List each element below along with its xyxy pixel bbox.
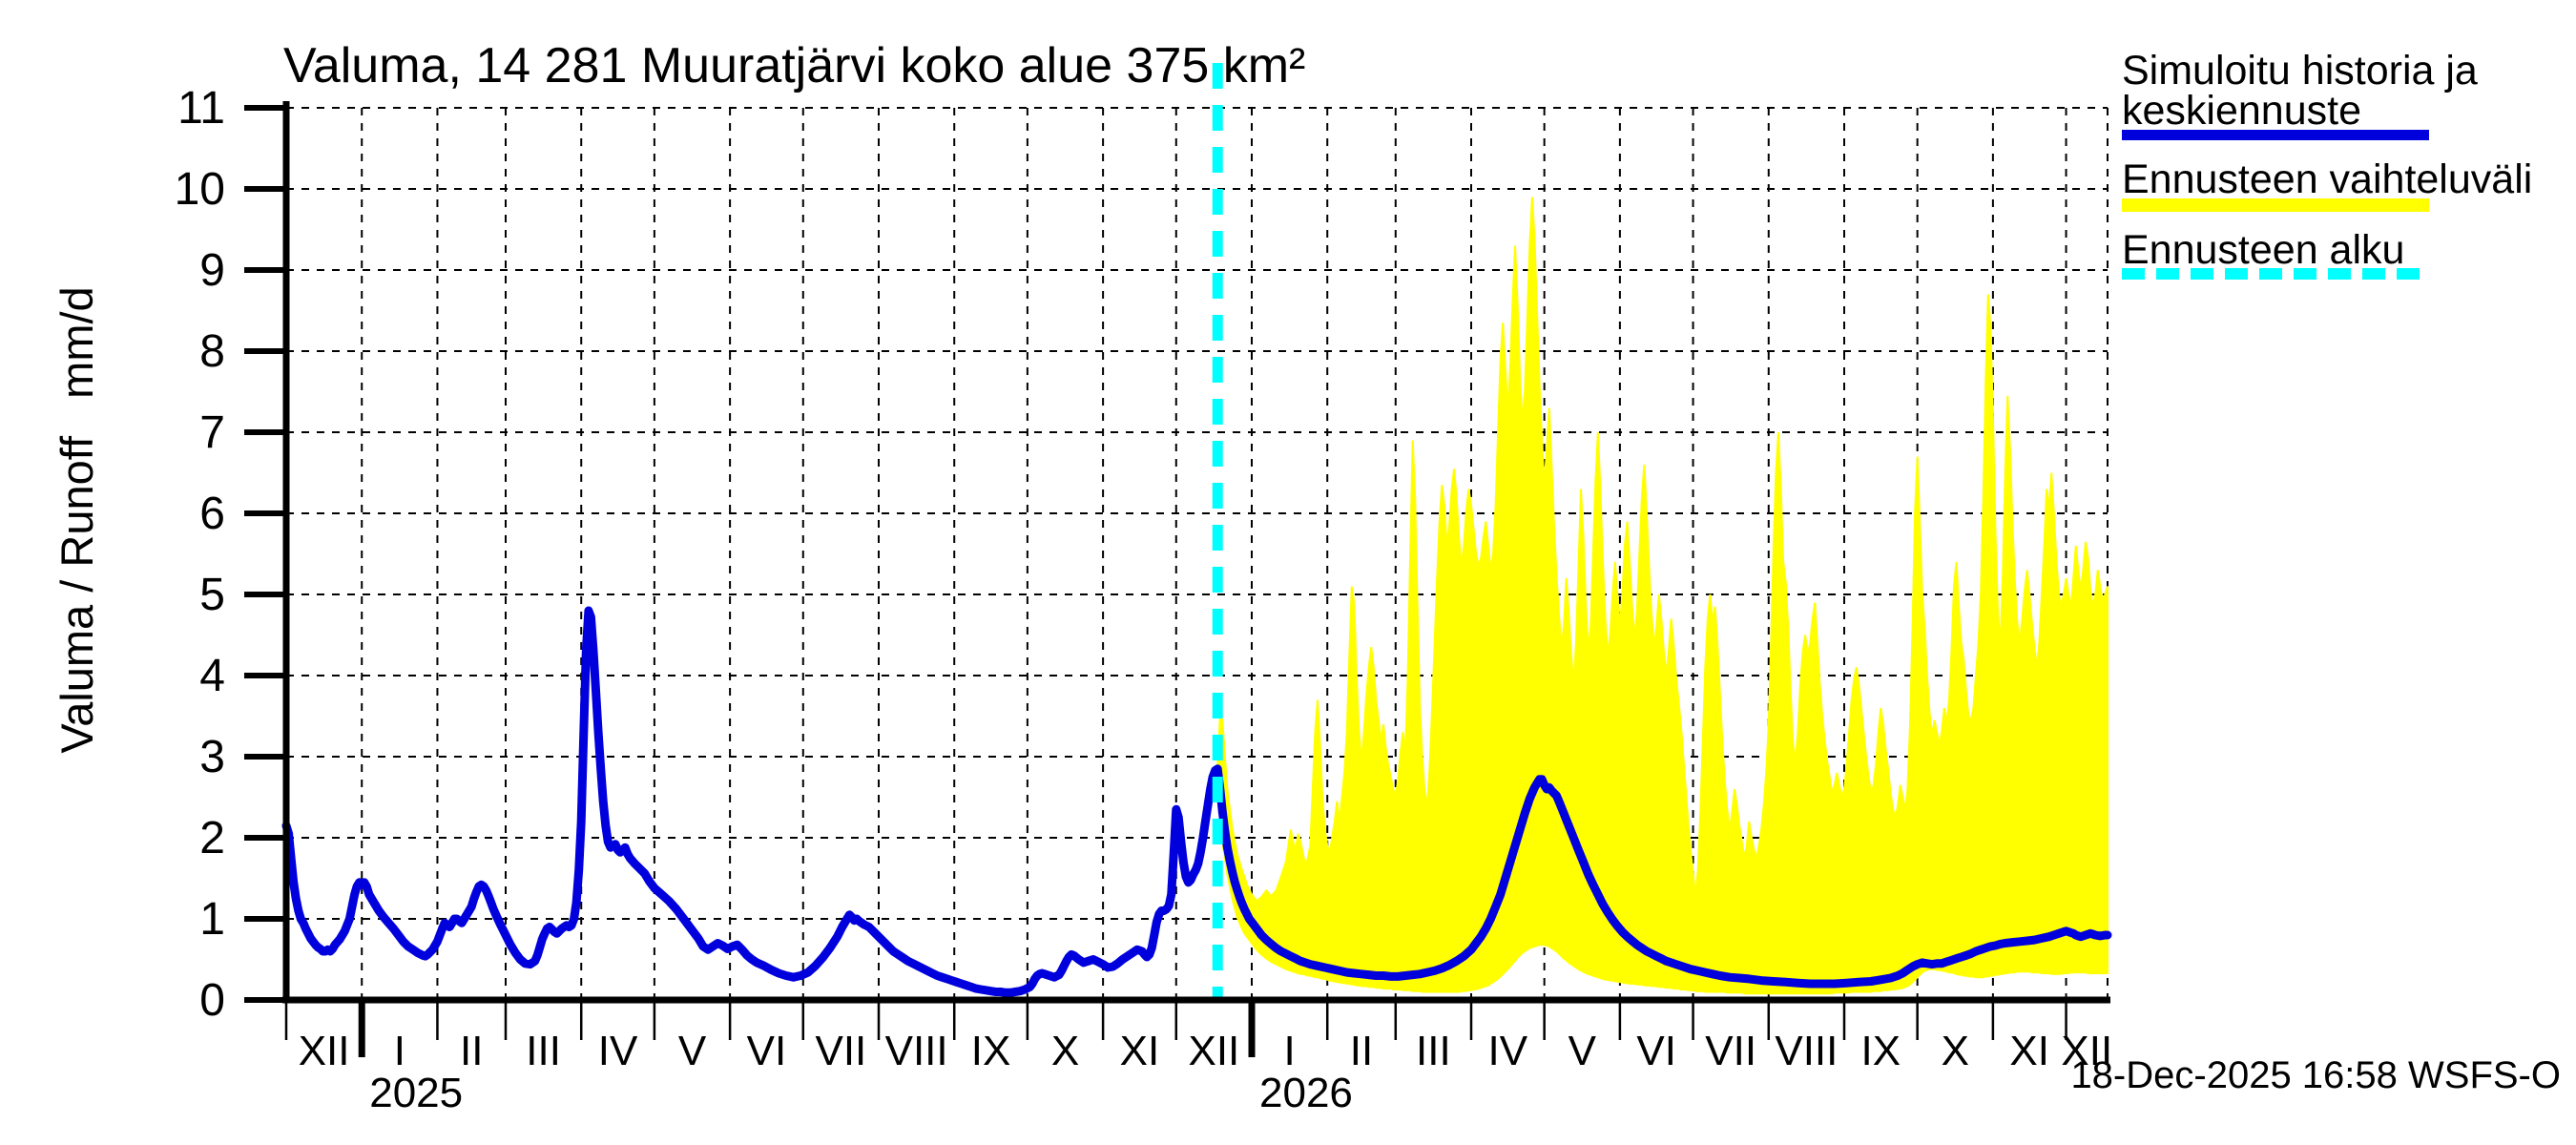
x-month-label: IV: [1488, 1028, 1528, 1074]
legend: Simuloitu historia ja keskiennuste Ennus…: [2122, 48, 2532, 280]
x-month-label: II: [460, 1028, 483, 1074]
history-and-mean-forecast-line: [281, 606, 2112, 997]
y-tick-label: 0: [199, 975, 225, 1026]
y-tick-label: 7: [199, 407, 225, 458]
x-month-label: VIII: [885, 1028, 948, 1074]
y-tick-label: 4: [199, 651, 225, 701]
x-month-label: X: [1051, 1028, 1079, 1074]
y-tick-label: 11: [177, 83, 225, 134]
y-tick-label: 8: [199, 326, 225, 377]
x-month-label: V: [1568, 1028, 1597, 1074]
legend-label-forecast-range: Ennusteen vaihteluväli: [2122, 156, 2532, 202]
legend-label-forecast-start: Ennusteen alku: [2122, 227, 2404, 273]
legend-label-history-line1: Simuloitu historia ja: [2122, 48, 2478, 94]
y-tick-label: 5: [199, 570, 225, 620]
x-month-label: IX: [1861, 1028, 1901, 1074]
x-tick-labels: XII I II III IV V VI VII VIII IX X XI XII I II III IV V VI…: [299, 1028, 2112, 1116]
y-tick-label: 1: [199, 894, 225, 945]
y-tick-label: 10: [175, 164, 225, 215]
x-month-label: I: [394, 1028, 405, 1074]
x-month-label: II: [1350, 1028, 1373, 1074]
forecast-range-area: [1216, 197, 2109, 995]
y-tick-labels: 0 1 2 3 4 5 6 7 8 9 10 11: [175, 83, 225, 1026]
x-month-label: IX: [971, 1028, 1011, 1074]
legend-label-history-line2: keskiennuste: [2122, 88, 2361, 134]
x-month-label: XI: [2009, 1028, 2049, 1074]
legend-swatch-forecast-range: [2122, 198, 2429, 212]
x-month-label: IV: [598, 1028, 638, 1074]
x-year-label: 2025: [369, 1070, 463, 1116]
x-month-label: VI: [747, 1028, 787, 1074]
y-axis-label: Valuma / Runoff mm/d: [52, 286, 102, 753]
x-month-label: VII: [1705, 1028, 1756, 1074]
timestamp: 18-Dec-2025 16:58 WSFS-O: [2070, 1054, 2561, 1096]
x-month-label: VI: [1636, 1028, 1676, 1074]
x-month-label: VIII: [1775, 1028, 1838, 1074]
chart-title: Valuma, 14 281 Muuratjärvi koko alue 375…: [283, 38, 1305, 94]
x-month-label: XI: [1120, 1028, 1160, 1074]
legend-swatch-history-line: [2122, 130, 2429, 140]
x-month-label: XII: [2061, 1028, 2112, 1074]
y-tick-label: 2: [199, 813, 225, 864]
x-month-label: X: [1942, 1028, 1969, 1074]
x-month-label: III: [1416, 1028, 1451, 1074]
x-month-label: I: [1283, 1028, 1295, 1074]
axes: [244, 101, 2110, 1057]
y-tick-label: 9: [199, 245, 225, 296]
y-tick-label: 6: [199, 489, 225, 539]
x-month-label: XII: [299, 1028, 350, 1074]
x-month-label: V: [678, 1028, 707, 1074]
x-month-label: XII: [1188, 1028, 1239, 1074]
y-tick-label: 3: [199, 732, 225, 782]
x-month-label: VII: [815, 1028, 866, 1074]
x-month-label: III: [526, 1028, 561, 1074]
x-year-label: 2026: [1259, 1070, 1353, 1116]
